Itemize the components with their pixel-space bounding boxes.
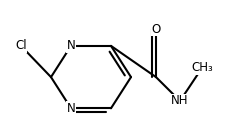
- Text: NH: NH: [171, 94, 188, 107]
- Text: CH₃: CH₃: [190, 61, 212, 74]
- Text: O: O: [151, 23, 160, 36]
- Text: Cl: Cl: [15, 39, 27, 52]
- Text: N: N: [66, 102, 75, 115]
- Text: N: N: [66, 39, 75, 52]
